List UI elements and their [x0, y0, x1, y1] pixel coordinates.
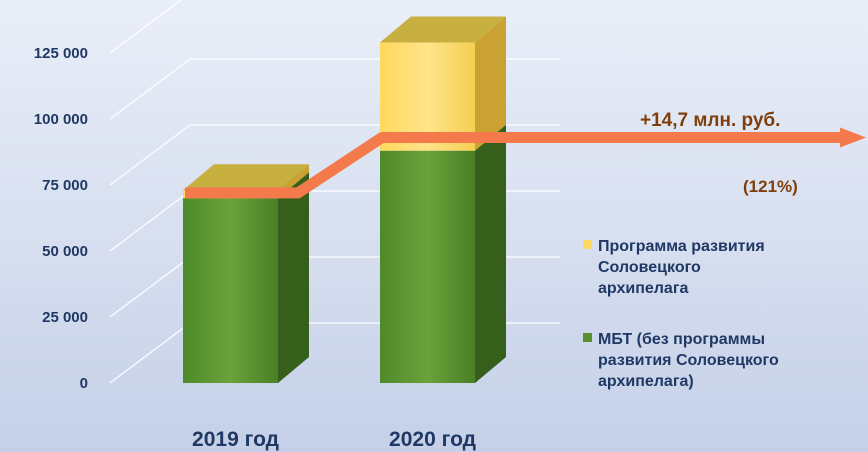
- gridline-diagonal: [109, 256, 191, 318]
- x-category-label: 2020 год: [389, 428, 476, 451]
- y-axis-ticks: 0 25 000 50 000 75 000 100 000 125 000: [34, 45, 88, 392]
- difference-annotation: +14,7 млн. руб.: [640, 110, 780, 131]
- legend-label-mbt-line-1: МБТ (без программы: [598, 331, 766, 348]
- gridline-diagonal: [109, 322, 191, 384]
- trend-line-path: [185, 131, 845, 199]
- bar-front-face: [183, 198, 278, 383]
- bar-segment-program-2: [380, 16, 506, 151]
- y-tick-label: 0: [80, 375, 88, 392]
- trend-line: [185, 127, 866, 199]
- legend-label-mbt-line-3: архипелага): [598, 373, 694, 390]
- legend-swatch-program: [583, 240, 592, 249]
- legend-label-program-line-1: Программа развития: [598, 238, 765, 255]
- bar-top-face: [183, 164, 309, 191]
- y-tick-label: 50 000: [42, 243, 88, 260]
- gridline-diagonal: [109, 0, 182, 54]
- trend-arrowhead: [840, 127, 866, 148]
- gridline-diagonal: [109, 124, 191, 186]
- legend-label-program-line-2: Соловецкого: [598, 259, 701, 276]
- percent-annotation: (121%): [743, 177, 798, 196]
- bar-side-face: [475, 16, 506, 151]
- x-axis-categories: 2019 год 2020 год: [192, 428, 476, 451]
- y-tick-label: 25 000: [42, 309, 88, 326]
- bar-front-face: [380, 150, 475, 383]
- gridline-diagonal: [109, 58, 191, 120]
- bar-segment-mbt-1: [183, 172, 309, 383]
- legend: Программа развития Соловецкого архипелаг…: [583, 236, 779, 392]
- y-tick-label: 125 000: [34, 45, 88, 62]
- legend-swatch-mbt: [583, 333, 592, 342]
- bar-segment-mbt-2: [380, 124, 506, 384]
- bar-side-face: [278, 172, 309, 383]
- legend-item-mbt: МБТ (без программы развития Соловецкого …: [583, 329, 779, 392]
- bars: [183, 16, 506, 384]
- legend-item-program: Программа развития Соловецкого архипелаг…: [583, 236, 779, 299]
- y-tick-label: 75 000: [42, 177, 88, 194]
- legend-label-program-line-3: архипелага: [598, 280, 689, 297]
- x-category-label: 2019 год: [192, 428, 279, 451]
- y-tick-label: 100 000: [34, 111, 88, 128]
- bar-top-face: [380, 16, 506, 43]
- legend-label-mbt-line-2: развития Соловецкого: [598, 352, 779, 369]
- gridline-diagonal: [109, 190, 191, 252]
- bar-side-face: [475, 124, 506, 384]
